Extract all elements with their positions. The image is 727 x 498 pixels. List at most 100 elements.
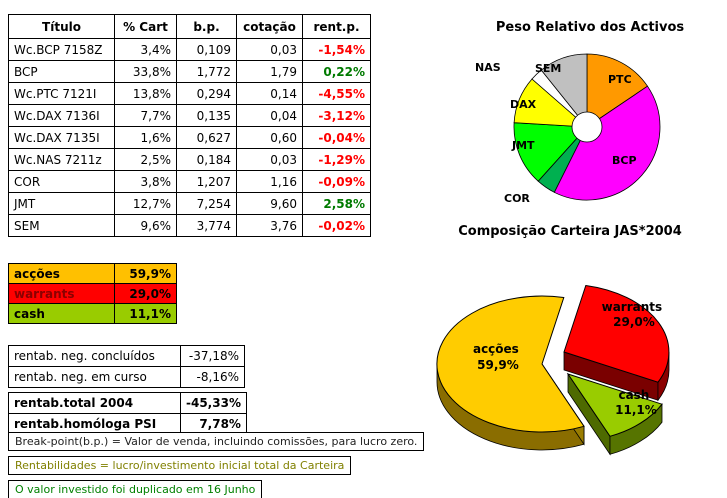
- cell-titulo: Wc.DAX 7136I: [8, 104, 115, 127]
- donut-chart: NAS SEM PTC DAX JMT BCP COR: [475, 53, 661, 205]
- pie-label-accoes: acções 59,9%: [473, 342, 523, 372]
- donut-slice-sem: [540, 53, 588, 129]
- composition-pie-chart: acções 59,9% warrants 29,0% cash 11,1%: [436, 284, 670, 456]
- cell-cart: 9,6%: [114, 214, 177, 237]
- allocation-table: acções 59,9% warrants 29,0% cash 11,1%: [8, 263, 177, 324]
- footnote-rentabilidades: Rentabilidades = lucro/investimento inic…: [8, 456, 352, 475]
- allocation-value: 59,9%: [114, 263, 177, 284]
- results-label: rentab. neg. em curso: [8, 366, 181, 388]
- allocation-row-warrants: warrants 29,0%: [8, 283, 177, 304]
- cell-rentp: 0,22%: [302, 60, 371, 83]
- cell-rentp: -4,55%: [302, 82, 371, 105]
- allocation-label: warrants: [8, 283, 115, 304]
- cell-bp: 0,627: [176, 126, 237, 149]
- donut-hole: [571, 111, 603, 143]
- results-row: rentab. neg. concluídos -37,18%: [8, 345, 245, 367]
- cell-cotacao: 0,04: [236, 104, 303, 127]
- cell-cart: 2,5%: [114, 148, 177, 171]
- cell-cotacao: 1,79: [236, 60, 303, 83]
- cell-rentp: -0,09%: [302, 170, 371, 193]
- cell-titulo: COR: [8, 170, 115, 193]
- cell-cotacao: 0,03: [236, 38, 303, 61]
- col-header-cart: % Cart: [114, 14, 177, 39]
- cell-titulo: Wc.PTC 7121I: [8, 82, 115, 105]
- results-row-benchmark: rentab.homóloga PSI 7,78%: [8, 413, 247, 435]
- cell-bp: 1,772: [176, 60, 237, 83]
- cell-cotacao: 0,60: [236, 126, 303, 149]
- footnote-breakpoint: Break-point(b.p.) = Valor de venda, incl…: [8, 432, 425, 451]
- donut-label-nas: NAS: [475, 61, 501, 74]
- cell-rentp: -0,02%: [302, 214, 371, 237]
- allocation-value: 29,0%: [114, 283, 177, 304]
- pie-slice-warrants: [563, 284, 670, 402]
- cell-bp: 0,135: [176, 104, 237, 127]
- cell-cart: 7,7%: [114, 104, 177, 127]
- cell-cart: 1,6%: [114, 126, 177, 149]
- table-row: BCP 33,8% 1,772 1,79 0,22%: [8, 60, 371, 83]
- allocation-label: cash: [8, 303, 115, 324]
- table-row: Wc.NAS 7211z 2,5% 0,184 0,03 -1,29%: [8, 148, 371, 171]
- table-row: Wc.BCP 7158Z 3,4% 0,109 0,03 -1,54%: [8, 38, 371, 61]
- cell-cart: 13,8%: [114, 82, 177, 105]
- results-label: rentab.total 2004: [8, 392, 181, 414]
- pie-slice-cash: [566, 372, 663, 456]
- table-row: JMT 12,7% 7,254 9,60 2,58%: [8, 192, 371, 215]
- donut-slice-jmt: [513, 122, 588, 182]
- cell-bp: 0,294: [176, 82, 237, 105]
- cell-cart: 12,7%: [114, 192, 177, 215]
- cell-titulo: Wc.BCP 7158Z: [8, 38, 115, 61]
- allocation-value: 11,1%: [114, 303, 177, 324]
- cell-bp: 3,774: [176, 214, 237, 237]
- results-row-total: rentab.total 2004 -45,33%: [8, 392, 247, 414]
- cell-titulo: Wc.DAX 7135I: [8, 126, 115, 149]
- cell-titulo: Wc.NAS 7211z: [8, 148, 115, 171]
- results-value: -37,18%: [180, 345, 245, 367]
- cell-cart: 33,8%: [114, 60, 177, 83]
- cell-bp: 0,184: [176, 148, 237, 171]
- donut-label-ptc: PTC: [608, 73, 632, 86]
- cell-titulo: BCP: [8, 60, 115, 83]
- table-row: Wc.PTC 7121I 13,8% 0,294 0,14 -4,55%: [8, 82, 371, 105]
- col-header-titulo: Título: [8, 14, 115, 39]
- pie-slice-accoes: [436, 295, 585, 451]
- results-table-partial: rentab. neg. concluídos -37,18% rentab. …: [8, 345, 245, 388]
- cell-cotacao: 1,16: [236, 170, 303, 193]
- table-row: COR 3,8% 1,207 1,16 -0,09%: [8, 170, 371, 193]
- col-header-bp: b.p.: [176, 14, 237, 39]
- col-header-rentp: rent.p.: [302, 14, 371, 39]
- allocation-row-accoes: acções 59,9%: [8, 263, 177, 284]
- results-row: rentab. neg. em curso -8,16%: [8, 366, 245, 388]
- results-table-total: rentab.total 2004 -45,33% rentab.homólog…: [8, 392, 247, 435]
- cell-rentp: -0,04%: [302, 126, 371, 149]
- donut-slice-bcp: [553, 85, 661, 201]
- cell-cotacao: 0,03: [236, 148, 303, 171]
- donut-label-jmt: JMT: [511, 139, 535, 152]
- col-header-cotacao: cotação: [236, 14, 303, 39]
- footnote-investimento: O valor investido foi duplicado em 16 Ju…: [8, 480, 263, 498]
- pie-chart-title: Composição Carteira JAS*2004: [458, 224, 682, 239]
- allocation-label: acções: [8, 263, 115, 284]
- cell-cotacao: 0,14: [236, 82, 303, 105]
- cell-cart: 3,8%: [114, 170, 177, 193]
- cell-bp: 0,109: [176, 38, 237, 61]
- table-row: Wc.DAX 7136I 7,7% 0,135 0,04 -3,12%: [8, 104, 371, 127]
- cell-bp: 1,207: [176, 170, 237, 193]
- results-label: rentab.homóloga PSI: [8, 413, 181, 435]
- table-row: SEM 9,6% 3,774 3,76 -0,02%: [8, 214, 371, 237]
- pie-label-cash: cash 11,1%: [615, 388, 657, 417]
- cell-cotacao: 9,60: [236, 192, 303, 215]
- cell-bp: 7,254: [176, 192, 237, 215]
- cell-rentp: -1,29%: [302, 148, 371, 171]
- cell-rentp: -3,12%: [302, 104, 371, 127]
- donut-label-bcp: BCP: [612, 154, 637, 167]
- donut-slice-ptc: [586, 53, 649, 128]
- cell-titulo: SEM: [8, 214, 115, 237]
- cell-rentp: 2,58%: [302, 192, 371, 215]
- results-value: -45,33%: [180, 392, 247, 414]
- donut-label-dax: DAX: [510, 98, 537, 111]
- cell-titulo: JMT: [8, 192, 115, 215]
- allocation-row-cash: cash 11,1%: [8, 303, 177, 324]
- results-value: -8,16%: [180, 366, 245, 388]
- donut-label-cor: COR: [504, 192, 530, 205]
